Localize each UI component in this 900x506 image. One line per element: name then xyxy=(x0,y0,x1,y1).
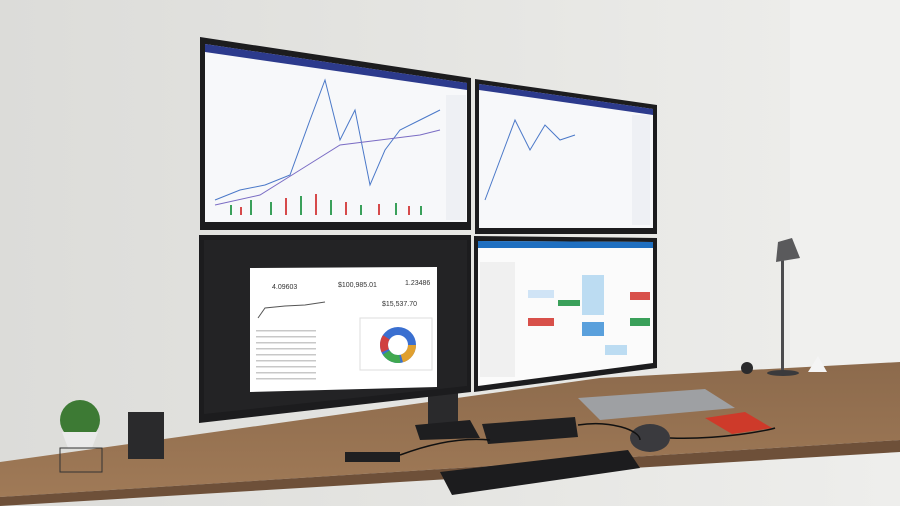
phone xyxy=(705,412,772,434)
lamp-base xyxy=(767,370,799,376)
plant-stand xyxy=(59,447,103,473)
kpi-value: $15,537.70 xyxy=(382,301,417,308)
calendar-events xyxy=(528,275,650,355)
calendar-sidebar xyxy=(480,262,515,377)
price-line xyxy=(214,78,441,201)
donut-card xyxy=(359,317,433,371)
side-panel xyxy=(632,115,650,225)
docking-station xyxy=(482,417,578,444)
average-line xyxy=(214,129,441,206)
mouse xyxy=(630,424,670,452)
ornament xyxy=(808,356,827,372)
screen xyxy=(479,84,653,228)
kpi-value: 4.09603 xyxy=(272,284,297,291)
lamp-shade xyxy=(776,238,800,262)
laptop xyxy=(578,389,735,420)
table-rows xyxy=(256,330,316,380)
lamp-pole xyxy=(781,255,784,373)
speaker xyxy=(128,412,164,459)
donut-segment xyxy=(380,327,416,363)
side-panel xyxy=(446,95,466,220)
volume-bars xyxy=(230,196,422,215)
browser-bar xyxy=(205,44,467,90)
plant-pot xyxy=(62,432,98,448)
keyboard xyxy=(440,450,640,495)
price-line xyxy=(484,118,576,201)
ornament xyxy=(741,362,753,374)
trend-line xyxy=(257,301,326,319)
screen xyxy=(205,44,467,222)
cables xyxy=(399,422,776,456)
kpi-value: $100,985.01 xyxy=(338,282,377,289)
app-titlebar xyxy=(478,241,653,248)
donut-segment xyxy=(380,327,416,363)
side-wall xyxy=(790,0,900,380)
plant xyxy=(60,400,100,440)
browser-bar xyxy=(479,84,653,115)
stand-base xyxy=(415,420,480,440)
usb-hub xyxy=(345,452,400,462)
kpi-value: 1.23486 xyxy=(405,280,430,287)
volume-bars-down xyxy=(240,194,410,215)
donut-segment xyxy=(380,327,416,363)
